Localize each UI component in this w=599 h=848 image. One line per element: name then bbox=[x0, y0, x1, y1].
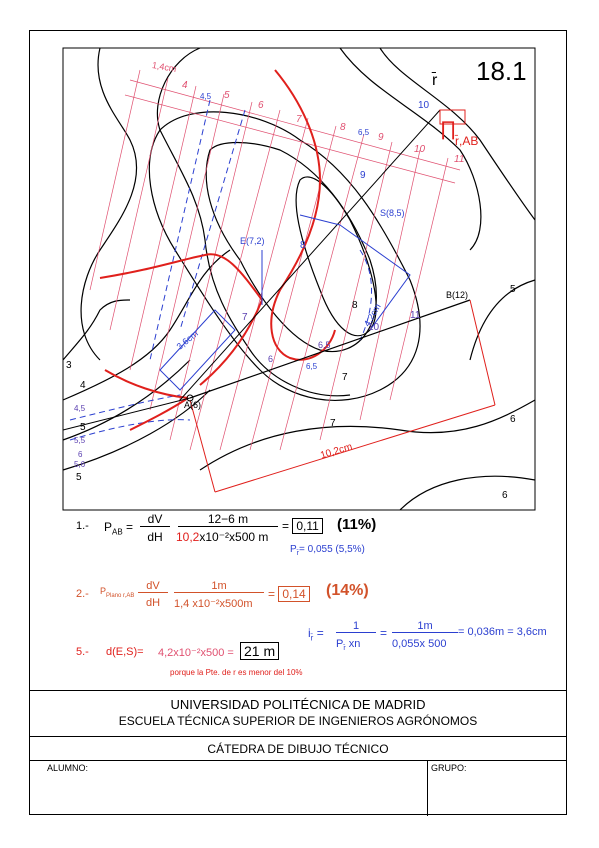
formula-1-number: 1.- bbox=[76, 520, 89, 532]
formula-1-top: 12−6 m bbox=[178, 512, 278, 527]
title-block-header: UNIVERSIDAD POLITÉCNICA DE MADRID ESCUEL… bbox=[29, 690, 567, 736]
level-label: 9 bbox=[378, 132, 384, 143]
line-r bbox=[179, 109, 441, 401]
section-label: 6 bbox=[268, 354, 274, 364]
line-r-label: r̄ bbox=[432, 72, 438, 89]
contour-label: 5 bbox=[76, 472, 82, 483]
level-label: 4 bbox=[182, 80, 188, 91]
interp-label: 5,5 bbox=[74, 436, 86, 445]
plane-level-lines bbox=[89, 69, 461, 451]
section-label: 10 bbox=[368, 322, 380, 333]
point-e-label: E(7,2) bbox=[240, 236, 265, 246]
formula-1-bottom: 10,2x10⁻²x500 m bbox=[176, 530, 269, 544]
interp-label: 6,5 bbox=[306, 362, 318, 371]
department-name: CÁTEDRA DE DIBUJO TÉCNICO bbox=[207, 742, 389, 756]
contour-label: 3 bbox=[66, 360, 72, 371]
i-eq2: = bbox=[380, 626, 388, 640]
plane-subscript: r̄,AB bbox=[455, 134, 479, 148]
i-num2: 1m bbox=[392, 620, 458, 633]
section-label: 11 bbox=[410, 310, 421, 321]
formula-2-dv: dV bbox=[138, 580, 168, 593]
sheet-number: 18.1 bbox=[476, 56, 527, 86]
formula-2-number: 2.- bbox=[76, 588, 89, 600]
contour-label: 6 bbox=[502, 490, 508, 501]
contour-label: 7 bbox=[330, 418, 336, 429]
interpolation-lines bbox=[69, 99, 373, 441]
formula-2-top: 1m bbox=[174, 580, 264, 593]
i-label: ir̄ = bbox=[308, 626, 324, 643]
school-name: ESCUELA TÉCNICA SUPERIOR DE INGENIEROS A… bbox=[118, 714, 478, 728]
grupo-divider bbox=[427, 761, 428, 816]
blue-construction bbox=[159, 214, 411, 391]
formula-5-label: d(E,S)= bbox=[106, 646, 144, 658]
topographic-map bbox=[62, 47, 536, 511]
dimension-10-2cm bbox=[189, 299, 496, 493]
formula-1-dv: dV bbox=[140, 512, 170, 527]
formula-2-bottom: 1,4 x10⁻²x500m bbox=[174, 598, 253, 610]
formula-5-note: porque la Pte. de r es menor del 10% bbox=[170, 668, 303, 677]
alumno-label: ALUMNO: bbox=[47, 763, 89, 773]
section-label: 6,5 bbox=[318, 340, 331, 350]
i-den2: 0,055x 500 bbox=[392, 638, 447, 650]
i-result: = 0,036m = 3,6cm bbox=[458, 626, 547, 638]
line-extension bbox=[62, 397, 191, 431]
interp-label: 10 bbox=[418, 100, 430, 111]
level-label: 7 bbox=[296, 114, 302, 125]
interp-label: 4,5 bbox=[200, 92, 212, 101]
formula-1-p: PAB = bbox=[104, 520, 134, 537]
i-num: 1 bbox=[336, 620, 376, 633]
formula-1-dh: dH bbox=[147, 530, 163, 544]
grupo-label: GRUPO: bbox=[431, 763, 467, 773]
student-row: ALUMNO: GRUPO: bbox=[29, 760, 567, 816]
interp-label: 6 bbox=[78, 450, 83, 459]
formula-2-result: = 0,14 bbox=[268, 586, 310, 602]
university-name: UNIVERSIDAD POLITÉCNICA DE MADRID bbox=[170, 697, 426, 712]
formula-1-pr: Pr̄= 0,055 (5,5%) bbox=[290, 544, 365, 557]
contour-label: 8 bbox=[352, 300, 358, 311]
formula-5-expr: 4,2x10⁻²x500 = bbox=[158, 647, 234, 659]
formula-2-dh: dH bbox=[145, 597, 161, 609]
level-label: 8 bbox=[340, 122, 346, 133]
formula-5-number: 5.- bbox=[76, 646, 89, 658]
point-s-label: S(8,5) bbox=[380, 208, 405, 218]
plane-symbol: ∏ bbox=[440, 118, 457, 140]
i-den: Pr̄ xn bbox=[336, 638, 361, 653]
contour-label: 5 bbox=[80, 422, 86, 433]
level-label: 5 bbox=[224, 90, 230, 101]
plane-symbol-box bbox=[439, 109, 466, 125]
department-row: CÁTEDRA DE DIBUJO TÉCNICO bbox=[29, 736, 567, 760]
formula-2-p: PPlano r,AB bbox=[100, 586, 135, 599]
point-a-marker bbox=[186, 394, 194, 402]
level-label: 6 bbox=[258, 100, 264, 111]
interp-label: 5,6 bbox=[74, 460, 86, 469]
section-label: 7 bbox=[242, 312, 248, 323]
contour-label: 8 bbox=[300, 240, 306, 251]
contour-label: 6 bbox=[510, 414, 516, 425]
formula-1-result: = 0,11 bbox=[282, 518, 323, 534]
formula-5-result: 21 m bbox=[240, 642, 280, 660]
contour-label: 4 bbox=[80, 380, 86, 391]
point-b-label: B(12) bbox=[446, 290, 469, 300]
point-a-label: A(6) bbox=[184, 400, 202, 410]
level-label: 10 bbox=[414, 144, 426, 155]
intersection-curve bbox=[99, 69, 336, 431]
formula-1-percent: (11%) bbox=[337, 516, 377, 533]
interp-label: 4,5 bbox=[74, 404, 86, 413]
interp-label: 6,5 bbox=[358, 128, 370, 137]
contour-label: 5 bbox=[510, 284, 516, 295]
line-ab bbox=[189, 299, 471, 399]
map-border bbox=[62, 47, 536, 511]
level-label: 11 bbox=[454, 154, 465, 165]
contour-label: 7 bbox=[342, 372, 348, 383]
formula-2-percent: (14%) bbox=[326, 582, 369, 599]
contour-label: 9 bbox=[360, 170, 366, 181]
